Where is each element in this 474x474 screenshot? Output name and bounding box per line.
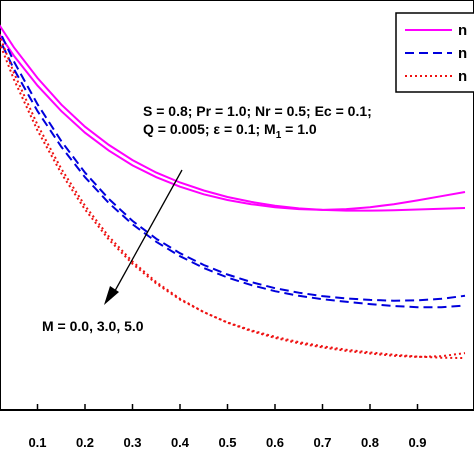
series-line-2 <box>0 33 466 211</box>
x-tick-label-8: 0.8 <box>361 435 379 450</box>
annotation-arrow <box>110 169 183 299</box>
params-line-1: S = 0.8; Pr = 1.0; Nr = 0.5; Ec = 0.1; <box>143 103 372 119</box>
params-line-2-prefix: Q = 0.005; ε = 0.1; M <box>143 121 276 137</box>
plot-area: 0.1 0.2 0.3 0.4 0.5 0.6 0.7 0.8 0.9 S = 0.8; Pr … <box>0 0 474 450</box>
x-tick-label-9: 0.9 <box>408 435 426 450</box>
series-line-1 <box>0 24 466 212</box>
x-tick-label-3: 0.3 <box>123 435 141 450</box>
legend-entry-1: n <box>458 22 467 39</box>
curves <box>0 24 466 360</box>
legend-entry-2: n <box>458 45 467 62</box>
params-line-2-suffix: = 1.0 <box>281 121 317 137</box>
m-values-label: M = 0.0, 3.0, 5.0 <box>42 318 144 334</box>
plot-frame <box>0 0 474 411</box>
x-tick-label-7: 0.7 <box>313 435 331 450</box>
params-line-2-sub: 1 <box>276 130 282 141</box>
legend-entry-3: n <box>458 68 467 85</box>
x-axis-label: η <box>262 466 275 474</box>
x-tick-label-2: 0.2 <box>76 435 94 450</box>
series-line-3 <box>0 29 466 302</box>
series-line-4 <box>0 37 466 309</box>
x-tick-label-5: 0.5 <box>218 435 236 450</box>
x-tick-label-1: 0.1 <box>28 435 46 450</box>
x-ticks: 0.1 0.2 0.3 0.4 0.5 0.6 0.7 0.8 0.9 <box>28 404 427 450</box>
series-line-6 <box>0 41 466 360</box>
params-line-2: Q = 0.005; ε = 0.1; M1 = 1.0 <box>143 121 317 141</box>
legend: n n n <box>395 12 474 93</box>
x-tick-label-4: 0.4 <box>171 435 190 450</box>
x-tick-label-6: 0.6 <box>266 435 284 450</box>
annotation-arrowhead <box>104 286 119 305</box>
series-line-5 <box>0 34 466 358</box>
